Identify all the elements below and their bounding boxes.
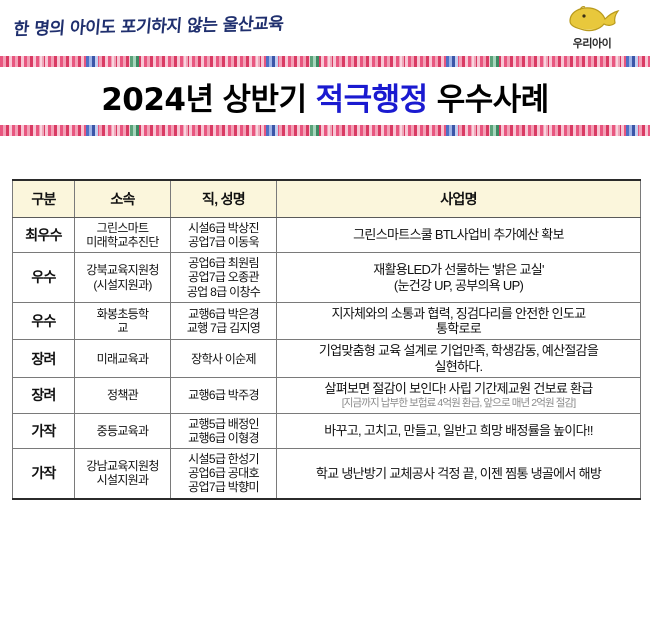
- cell-name: 시설5급 한성기 공업6급 공대호 공업7급 박향미: [170, 448, 277, 500]
- column-header-org: 소속: [74, 179, 171, 218]
- table-container: 구분 소속 직, 성명 사업명 최우수 그린스마트 미래학교추진단 시설6급 박…: [0, 136, 650, 500]
- project-subnote: [지금까지 납부한 보험료 4억원 환급, 앞으로 매년 2억원 절감]: [341, 397, 576, 410]
- cell-name: 교행6급 박은경 교행 7급 김지영: [170, 301, 277, 341]
- brand-name: 우리아이: [572, 38, 612, 50]
- table-row: 장려 정책관 교행6급 박주경 살펴보면 절감이 보인다! 사립 기간제교원 건…: [12, 377, 641, 414]
- cell-org: 미래교육과: [74, 339, 171, 379]
- cell-rank: 최우수: [12, 216, 75, 254]
- table-header-row: 구분 소속 직, 성명 사업명: [12, 179, 641, 218]
- table-row: 가작 강남교육지원청 시설지원과 시설5급 한성기 공업6급 공대호 공업7급 …: [12, 448, 641, 500]
- title-accent: 적극행정: [315, 81, 429, 118]
- table-row: 최우수 그린스마트 미래학교추진단 시설6급 박상진 공업7급 이동욱 그린스마…: [12, 216, 641, 254]
- title-section: 2024년 상반기 적극행정 우수사례: [0, 67, 650, 125]
- cell-rank: 가작: [12, 448, 75, 500]
- table-row: 우수 화봉초등학 교 교행6급 박은경 교행 7급 김지영 지자체와의 소통과 …: [12, 301, 641, 341]
- cases-table: 구분 소속 직, 성명 사업명 최우수 그린스마트 미래학교추진단 시설6급 박…: [12, 179, 641, 500]
- cell-org: 화봉초등학 교: [74, 301, 171, 341]
- cell-org: 정책관: [74, 377, 171, 414]
- cell-rank: 가작: [12, 412, 75, 450]
- cell-name: 시설6급 박상진 공업7급 이동욱: [170, 216, 277, 254]
- cell-project: 기업맞춤형 교육 설계로 기업만족, 학생감동, 예산절감을 실현하다.: [276, 339, 641, 379]
- page-title: 2024년 상반기 적극행정 우수사례: [101, 74, 549, 119]
- table-row: 장려 미래교육과 장학사 이순제 기업맞춤형 교육 설계로 기업만족, 학생감동…: [12, 339, 641, 379]
- table-body: 최우수 그린스마트 미래학교추진단 시설6급 박상진 공업7급 이동욱 그린스마…: [12, 216, 641, 500]
- cell-org: 그린스마트 미래학교추진단: [74, 216, 171, 254]
- table-row: 가작 중등교육과 교행5급 배정인 교행6급 이형경 바꾸고, 고치고, 만들고…: [12, 412, 641, 450]
- cell-name: 장학사 이순제: [170, 339, 277, 379]
- cell-project: 바꾸고, 고치고, 만들고, 일반고 희망 배정률을 높이다!!: [276, 412, 641, 450]
- cell-rank: 우수: [12, 301, 75, 341]
- whale-icon: [552, 2, 632, 36]
- cell-name: 교행6급 박주경: [170, 377, 277, 414]
- cell-project: 재활용LED가 선물하는 '밝은 교실' (눈건강 UP, 공부의욕 UP): [276, 252, 641, 303]
- cell-rank: 장려: [12, 377, 75, 414]
- cell-project: 학교 냉난방기 교체공사 걱정 끝, 이젠 찜통 냉골에서 해방: [276, 448, 641, 500]
- cell-project: 살펴보면 절감이 보인다! 사립 기간제교원 건보료 환급 [지금까지 납부한 …: [276, 377, 641, 414]
- cell-rank: 장려: [12, 339, 75, 379]
- column-header-rank: 구분: [12, 179, 75, 218]
- cell-rank: 우수: [12, 252, 75, 303]
- cell-org: 중등교육과: [74, 412, 171, 450]
- cell-name: 공업6급 최원림 공업7급 오종관 공업 8급 이창수: [170, 252, 277, 303]
- title-part-year: 2024년: [101, 81, 214, 118]
- page-header: 한 명의 아이도 포기하지 않는 울산교육 우리아이: [0, 0, 650, 56]
- cell-org: 강북교육지원청 (시설지원과): [74, 252, 171, 303]
- table-row: 우수 강북교육지원청 (시설지원과) 공업6급 최원림 공업7급 오종관 공업 …: [12, 252, 641, 303]
- title-part-cases: 우수사례: [436, 81, 550, 118]
- cell-project: 그린스마트스쿨 BTL사업비 추가예산 확보: [276, 216, 641, 254]
- slogan-text: 한 명의 아이도 포기하지 않는 울산교육: [12, 14, 285, 40]
- brand-logo: 우리아이: [552, 2, 632, 51]
- decorative-band-top: [0, 56, 650, 67]
- cell-org: 강남교육지원청 시설지원과: [74, 448, 171, 500]
- decorative-band-bottom: [0, 125, 650, 136]
- column-header-name: 직, 성명: [170, 179, 277, 218]
- cell-name: 교행5급 배정인 교행6급 이형경: [170, 412, 277, 450]
- cell-project: 지자체와의 소통과 협력, 징검다리를 안전한 인도교 통학로로: [276, 301, 641, 341]
- title-part-half: 상반기: [222, 81, 308, 118]
- column-header-project: 사업명: [276, 179, 641, 218]
